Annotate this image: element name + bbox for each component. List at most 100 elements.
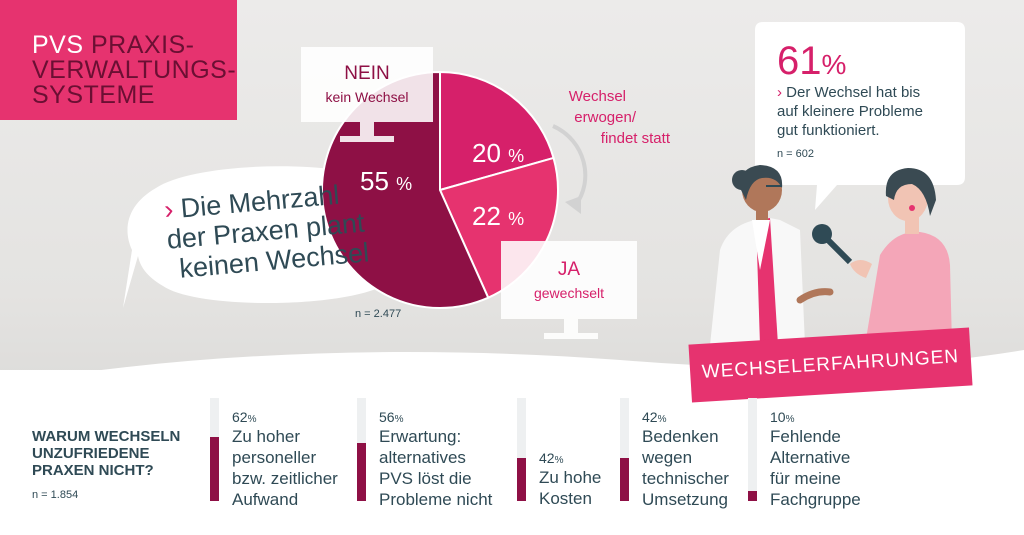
bar-fill-4	[748, 490, 757, 501]
quote-text: › Der Wechsel hat bis auf kleinere Probl…	[777, 83, 923, 140]
bar-label-1-line-3: PVS löst die	[379, 469, 472, 488]
nein-panel-base	[340, 136, 394, 142]
bar-label-4-line-4: Fachgruppe	[770, 490, 861, 509]
bottom-section-background	[0, 370, 1024, 535]
quote-line-3: gut funktioniert.	[777, 122, 880, 139]
ja-panel-base	[544, 333, 598, 339]
bar-label-4-line-2: Alternative	[770, 448, 851, 467]
pie-slice-1	[439, 70, 555, 192]
bar-label-0-line-3: bzw. zeitlicher	[232, 469, 338, 488]
title-line-2: VERWALTUNGS-	[32, 56, 237, 84]
bar-label-1-line-2: alternatives	[379, 448, 466, 467]
pie-value-ja: 22 %	[472, 201, 524, 232]
pie-value-nein-number: 55	[360, 166, 389, 196]
bar-label-4-line-1: Fehlende	[770, 427, 841, 446]
bar-value-0: 62%	[232, 409, 256, 425]
erwogen-line-3: findet statt	[600, 130, 670, 147]
erwogen-line-1: Wechsel	[568, 88, 626, 105]
nein-panel-stand	[360, 122, 374, 136]
bar-fill-3	[620, 457, 629, 501]
pie-sample-size: n = 2.477	[355, 308, 402, 320]
pie-value-ja-number: 22	[472, 201, 501, 231]
erwogen-label: Wechsel erwogen/ findet statt	[530, 86, 670, 149]
bar-label-3-line-4: Umsetzung	[642, 490, 728, 509]
bar-label-3-line-1: Bedenken	[642, 427, 719, 446]
title-line-3: SYSTEME	[32, 81, 155, 109]
bar-track-1	[357, 398, 366, 501]
bar-label-4: Fehlende Alternative für meine Fachgruppe	[770, 426, 861, 510]
nein-label-panel	[301, 47, 433, 122]
bar-label-0-line-4: Aufwand	[232, 490, 299, 509]
bar-label-1-line-1: Erwartung:	[379, 427, 462, 446]
doctor-illustration	[710, 165, 834, 345]
bar-label-0-line-2: personeller	[232, 448, 317, 467]
bar-value-1: 56%	[379, 409, 403, 425]
bar-label-0: Zu hoher personeller bzw. zeitlicher Aufwan…	[232, 426, 338, 510]
nein-title: NEIN	[344, 63, 390, 84]
bar-value-number-1: 56	[379, 409, 395, 425]
bar-label-4-line-3: für meine	[770, 469, 841, 488]
reasons-title: WARUM WECHSELN UNZUFRIEDENE PRAXEN NICHT…	[32, 428, 180, 479]
quote-line-1: › Der Wechsel hat bis	[777, 83, 923, 102]
bar-fill-1	[357, 443, 366, 501]
bar-fill-2	[517, 457, 526, 501]
bar-value-sign-4: %	[785, 414, 795, 425]
bar-track-2	[517, 398, 526, 501]
bubble-text: › Die Mehrzahl der Praxen plant keinen W…	[163, 178, 370, 285]
pie-value-erwogen-sign: %	[508, 146, 525, 166]
microphone-icon	[812, 224, 872, 278]
bar-value-sign-0: %	[247, 414, 257, 425]
erwogen-line-2: erwogen/	[574, 109, 636, 126]
reasons-sample-size: n = 1.854	[32, 489, 79, 501]
quote-sample-size: n = 602	[777, 148, 815, 160]
title-pvs: PVS	[32, 31, 84, 59]
interviewer-illustration	[865, 168, 952, 345]
pie-value-erwogen: 20 %	[472, 138, 524, 169]
bar-label-0-line-1: Zu hoher	[232, 427, 301, 446]
pie-value-nein-sign: %	[396, 174, 413, 194]
ja-panel-stand	[564, 319, 578, 333]
pie-value-ja-sign: %	[508, 209, 525, 229]
reasons-title-line-3: PRAXEN NICHT?	[32, 462, 154, 479]
title-praxis: PRAXIS-	[90, 31, 195, 59]
bar-label-2-line-1: Zu hohe	[539, 467, 602, 487]
title-line-1: PVS PRAXIS-	[32, 33, 195, 58]
bar-label-3-line-3: technischer	[642, 469, 729, 488]
quote-line-2: auf kleinere Probleme	[777, 103, 923, 120]
bar-value-sign-1: %	[394, 414, 404, 425]
pie-value-nein: 55 %	[360, 166, 412, 197]
bar-value-number-0: 62	[232, 409, 248, 425]
quote-percentage-sign: %	[821, 49, 847, 80]
reasons-title-line-1: WARUM WECHSELN	[32, 428, 181, 445]
ja-subtitle: gewechselt	[533, 285, 605, 301]
bar-value-sign-2: %	[554, 454, 564, 466]
bar-value-4: 10%	[770, 409, 794, 425]
ja-label-panel	[501, 241, 637, 319]
title-banner: PVS PRAXIS- VERWALTUNGS- SYSTEME	[0, 0, 237, 120]
reasons-title-line-2: UNZUFRIEDENE	[32, 445, 150, 462]
curved-arrow-icon	[552, 124, 588, 214]
arrow-chevron-icon: ›	[777, 84, 782, 101]
bar-fill-0	[210, 437, 219, 501]
interview-illustration	[710, 165, 952, 345]
bar-value-3: 42%	[642, 409, 666, 425]
bar-label-1: Erwartung: alternatives PVS löst die Proble…	[379, 426, 492, 510]
ja-title: JA	[557, 259, 581, 280]
bar-label-3-line-2: wegen	[642, 448, 693, 467]
quote-percentage-number: 61	[777, 39, 822, 83]
bar-value-number-4: 10	[770, 409, 786, 425]
bar-track-3	[620, 398, 629, 501]
bar-label-3: Bedenken wegen technischer Umsetzung	[642, 426, 729, 510]
speech-bubble-right	[755, 22, 965, 210]
quote-percentage: 61%	[777, 39, 846, 84]
quote-line-1-text: Der Wechsel hat bis	[786, 84, 921, 101]
nein-subtitle: kein Wechsel	[325, 89, 409, 105]
bar-value-number-2: 42	[539, 449, 555, 466]
bar-label-1-line-4: Probleme nicht	[379, 490, 493, 509]
bar-value-2: 42%	[539, 450, 563, 466]
bar-track-0	[210, 398, 219, 501]
bar-label-2-line-2: Kosten	[539, 488, 592, 508]
bar-track-4	[748, 398, 757, 501]
bar-value-number-3: 42	[642, 409, 658, 425]
arrow-chevron-icon: ›	[163, 194, 175, 225]
